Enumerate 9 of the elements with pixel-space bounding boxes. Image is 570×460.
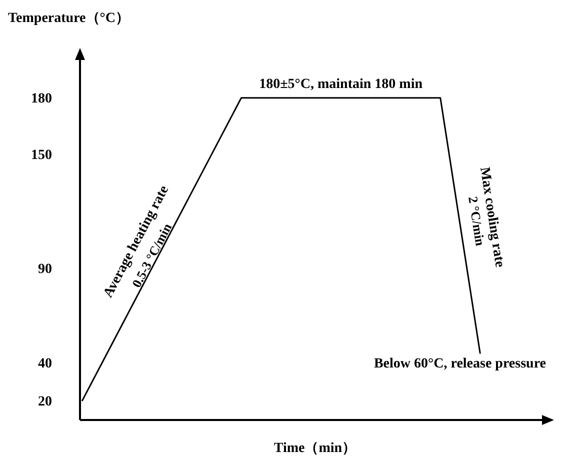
annotation: Below 60°C, release pressure xyxy=(374,356,546,372)
y-axis-title: Temperature（°C） xyxy=(8,11,130,26)
annotation: 180±5°C, maintain 180 min xyxy=(259,76,423,92)
y-tick-label: 90 xyxy=(38,262,52,277)
x-axis-title: Time（min） xyxy=(274,441,356,456)
y-tick-label: 40 xyxy=(38,356,52,372)
y-tick-label: 20 xyxy=(38,394,52,410)
y-tick-label: 150 xyxy=(31,148,52,164)
y-tick-label: 180 xyxy=(31,91,52,106)
